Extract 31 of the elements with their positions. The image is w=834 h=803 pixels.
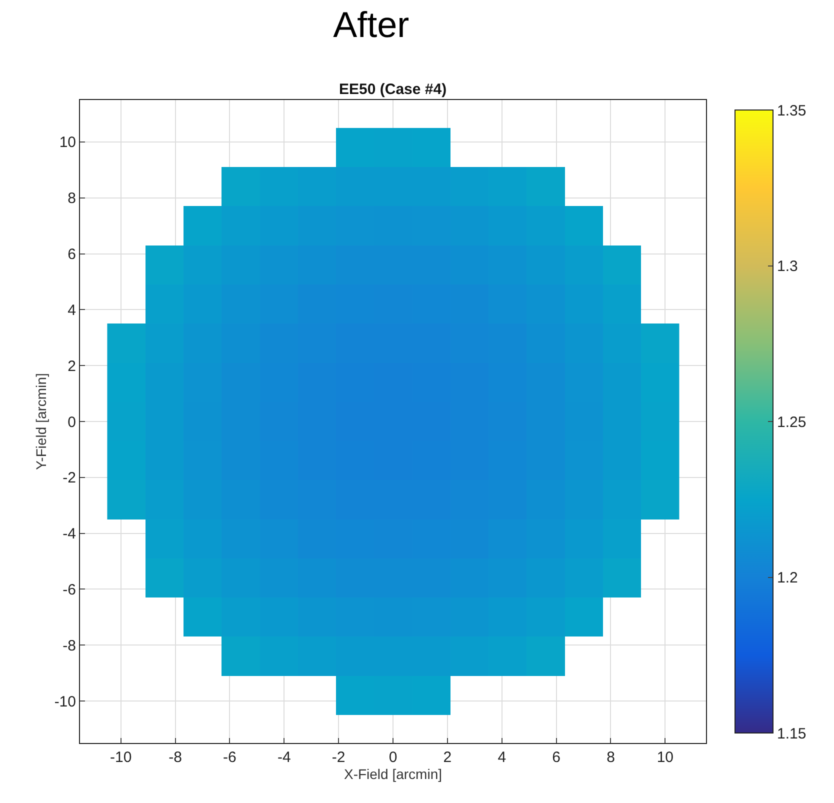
y-tick-label: 6 [68, 246, 76, 264]
color-bar-label: 1.3 [777, 258, 798, 275]
y-tick-label: 10 [59, 134, 76, 152]
color-bar-label: 1.25 [777, 414, 806, 431]
x-axis-title: X-Field [arcmin] [344, 766, 442, 782]
x-tick-label: 4 [498, 749, 506, 766]
y-tick-label: 4 [68, 302, 76, 319]
y-tick-label: 8 [68, 190, 76, 208]
chart-title: After [333, 4, 410, 46]
color-bar-label: 1.2 [777, 570, 798, 586]
chart-subtitle: EE50 (Case #4) [339, 81, 447, 98]
y-tick-label: -4 [62, 526, 76, 543]
x-tick-label: 8 [606, 749, 615, 766]
x-tick-label: -6 [223, 749, 236, 766]
y-tick-label: -8 [62, 637, 76, 654]
x-tick-label: 0 [388, 749, 398, 766]
x-tick-label: 6 [552, 749, 560, 766]
x-tick-label: 10 [656, 749, 674, 766]
y-tick-label: -6 [62, 581, 76, 598]
y-tick-label: -10 [54, 693, 76, 710]
x-tick-label: -4 [277, 749, 291, 766]
x-tick-label: -10 [110, 749, 132, 766]
color-bar-label: 1.15 [777, 725, 806, 742]
color-bar-label: 1.35 [777, 102, 806, 120]
x-tick-label: -2 [332, 749, 346, 766]
y-tick-label: -2 [62, 470, 76, 487]
y-axis-title: Y-Field [arcmin] [32, 373, 49, 470]
y-tick-label: 0 [68, 414, 76, 431]
x-tick-label: -8 [168, 749, 182, 766]
y-tick-label: 2 [68, 358, 76, 375]
x-tick-label: 2 [443, 749, 452, 766]
